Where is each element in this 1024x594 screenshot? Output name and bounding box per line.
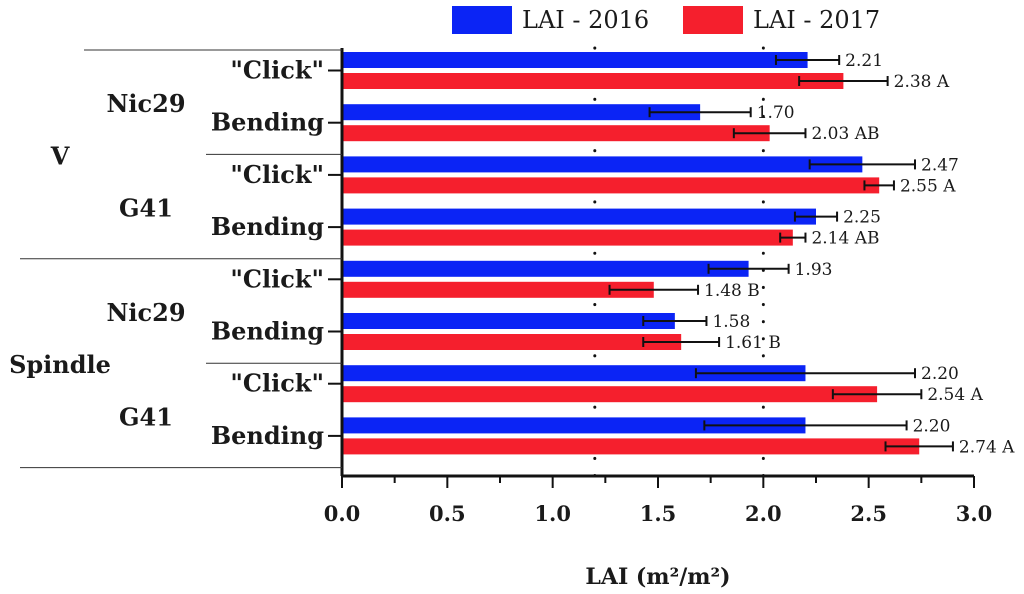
bar-v-g41-0-1 <box>342 177 880 194</box>
bar-v-g41-1-1 <box>342 229 793 246</box>
x-tick-label: 1.5 <box>640 501 677 526</box>
x-axis-title: LAI (m²/m²) <box>585 564 730 590</box>
x-tick-label: 0.0 <box>324 501 361 526</box>
data-label: 2.74 A <box>959 437 1015 457</box>
x-tick-label: 2.0 <box>745 501 782 526</box>
bar-spindle-nic29-0-0 <box>342 260 749 277</box>
error-bars <box>608 55 954 452</box>
data-label: 2.20 <box>913 416 951 436</box>
system-label: V <box>50 141 70 170</box>
category-labels: "Click" Bending "Click" Bending "Click" Bendi… <box>9 49 342 469</box>
category-label: Bending <box>211 108 324 137</box>
bar-spindle-g41-0-1 <box>342 386 878 403</box>
legend-swatch-1 <box>683 6 743 34</box>
data-label: 2.25 <box>843 208 881 228</box>
bar-v-g41-0-0 <box>342 156 863 173</box>
data-label: 2.20 <box>921 364 959 384</box>
x-tick-label: 2.5 <box>850 501 887 526</box>
bar-spindle-g41-1-1 <box>342 438 920 455</box>
x-axis: 0.0 0.5 1.0 1.5 2.0 2.5 3.0 <box>324 48 993 526</box>
data-label: 1.70 <box>757 103 795 123</box>
category-label: "Click" <box>230 56 324 85</box>
bar-v-nic29-1-1 <box>342 125 770 142</box>
system-label: Spindle <box>9 350 111 379</box>
cultivar-label: Nic29 <box>106 89 185 118</box>
data-labels: 2.21 2.38 A 1.70 2.03 AB 2.472.55 A 2.252.14 … <box>704 51 1015 457</box>
legend-swatch-0 <box>452 6 512 34</box>
category-label: "Click" <box>230 369 324 398</box>
data-label: 2.14 AB <box>811 229 879 249</box>
cultivar-label: G41 <box>119 194 173 223</box>
category-label: "Click" <box>230 264 324 293</box>
category-label: Bending <box>211 317 324 346</box>
data-label: 1.61 B <box>725 333 781 353</box>
bar-v-nic29-0-1 <box>342 73 844 89</box>
chart-legend: LAI - 2016 LAI - 2017 <box>452 6 880 34</box>
data-label: 2.03 AB <box>811 124 879 144</box>
data-label: 2.47 <box>921 155 959 175</box>
bar-v-nic29-1-0 <box>342 104 701 121</box>
data-label: 2.55 A <box>900 176 956 196</box>
bar-spindle-g41-1-0 <box>342 417 806 434</box>
category-label: Bending <box>211 212 324 241</box>
bar-group <box>342 52 920 455</box>
legend-label-0: LAI - 2016 <box>522 6 649 34</box>
data-label: 1.58 <box>712 312 750 332</box>
data-label: 2.38 A <box>894 72 950 92</box>
cultivar-label: G41 <box>119 402 173 431</box>
data-label: 1.48 B <box>704 281 760 301</box>
bar-v-g41-1-0 <box>342 208 816 225</box>
x-tick-label: 3.0 <box>956 501 993 526</box>
bar-spindle-nic29-1-0 <box>342 313 675 329</box>
bar-spindle-nic29-0-1 <box>342 281 654 298</box>
bar-v-nic29-0-0 <box>342 52 808 68</box>
bar-spindle-nic29-1-1 <box>342 334 682 350</box>
x-tick-label: 1.0 <box>534 501 571 526</box>
bar-spindle-g41-0-0 <box>342 365 806 382</box>
data-label: 2.21 <box>845 51 883 71</box>
category-label: Bending <box>211 421 324 450</box>
data-label: 2.54 A <box>927 385 983 405</box>
cultivar-label: Nic29 <box>106 298 185 327</box>
data-label: 1.93 <box>795 260 833 280</box>
legend-label-1: LAI - 2017 <box>753 6 880 34</box>
x-tick-label: 0.5 <box>429 501 466 526</box>
category-label: "Click" <box>230 160 324 189</box>
